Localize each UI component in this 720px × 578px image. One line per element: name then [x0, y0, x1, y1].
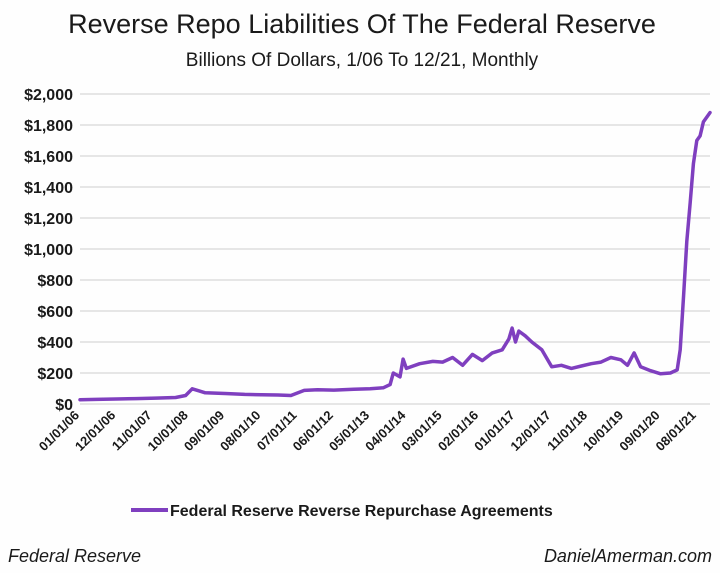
legend-label: Federal Reserve Reverse Repurchase Agree… — [170, 503, 553, 520]
chart-title: Reverse Repo Liabilities Of The Federal … — [68, 9, 656, 39]
x-tick-label: 12/01/06 — [72, 408, 118, 454]
x-tick-label: 08/01/21 — [653, 408, 699, 454]
y-tick-label: $600 — [37, 304, 73, 321]
legend: Federal Reserve Reverse Repurchase Agree… — [131, 503, 553, 520]
y-axis-ticks: $0 $200 $400 $600 $800 $1,000 $1,200 $1,400 $1,6… — [24, 87, 73, 414]
x-tick-label: 08/01/10 — [217, 408, 263, 454]
y-tick-label: $1,800 — [24, 118, 73, 135]
series-line — [78, 110, 712, 402]
series-layer — [78, 110, 712, 402]
credit-label: DanielAmerman.com — [544, 546, 712, 566]
y-tick-label: $400 — [37, 335, 73, 352]
source-label: Federal Reserve — [8, 546, 141, 566]
x-axis-ticks: 01/01/0612/01/0611/01/0710/01/0809/01/09… — [36, 407, 699, 454]
y-tick-label: $1,600 — [24, 149, 73, 166]
y-tick-label: $1,200 — [24, 211, 73, 228]
x-tick-label: 12/01/17 — [507, 408, 553, 454]
chart-subtitle: Billions Of Dollars, 1/06 To 12/21, Mont… — [186, 50, 539, 71]
y-tick-label: $2,000 — [24, 87, 73, 104]
y-tick-label: $800 — [37, 273, 73, 290]
y-tick-label: $1,000 — [24, 242, 73, 259]
y-tick-label: $200 — [37, 366, 73, 383]
grid-lines — [80, 93, 710, 405]
y-tick-label: $0 — [55, 397, 73, 414]
y-tick-label: $1,400 — [24, 180, 73, 197]
